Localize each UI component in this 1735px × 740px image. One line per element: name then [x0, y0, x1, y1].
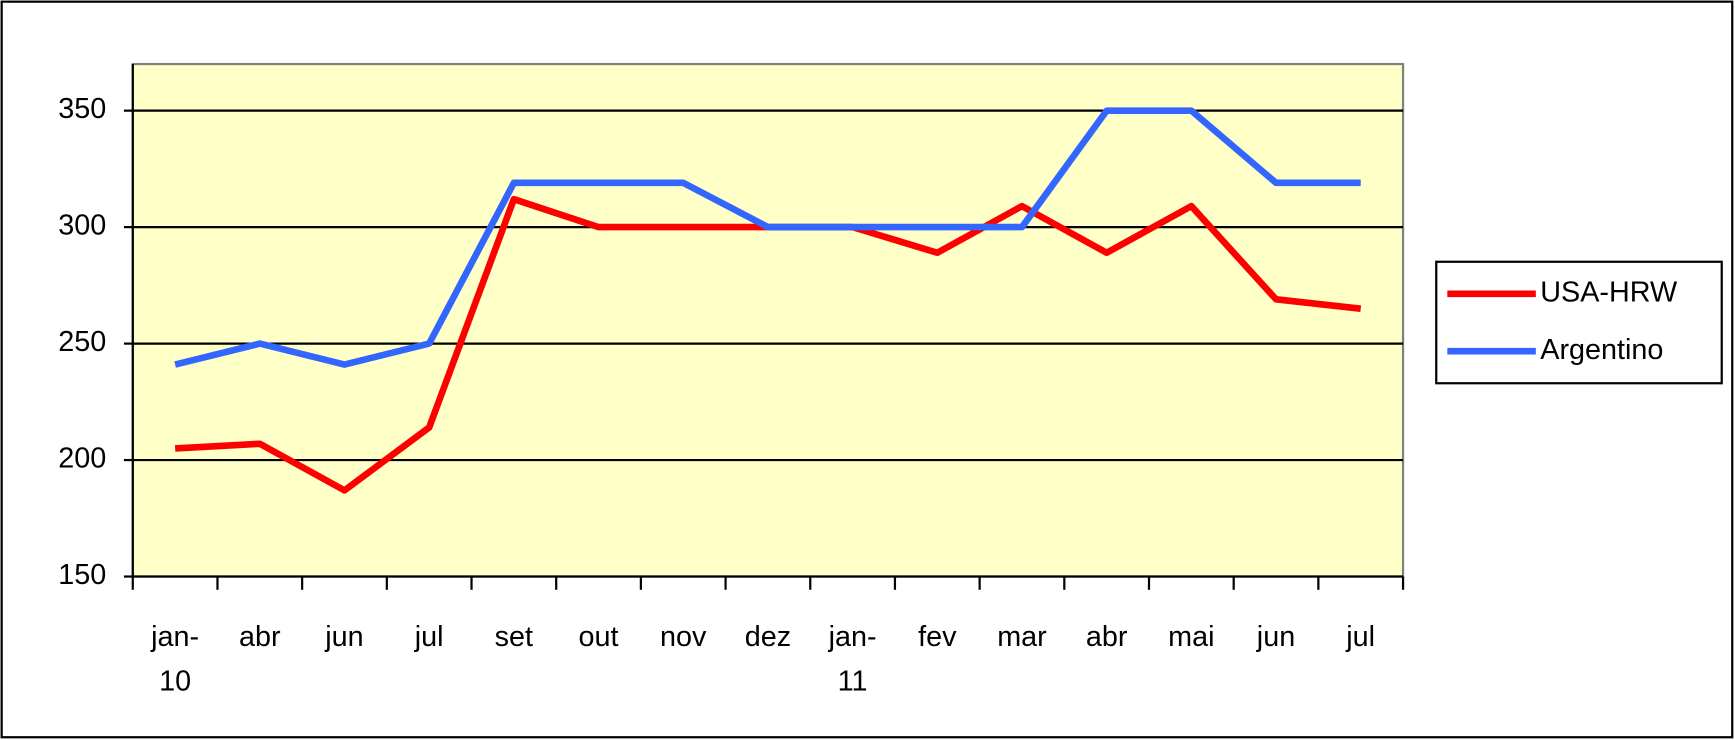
x-tick-label: out	[578, 619, 619, 653]
x-tick-label: set	[494, 619, 534, 653]
x-tick-label: jun	[1256, 619, 1296, 653]
legend-label: USA-HRW	[1540, 276, 1678, 308]
x-tick-label: abr	[239, 619, 281, 653]
x-tick-label: jul	[1346, 619, 1376, 653]
y-tick-label: 350	[58, 93, 106, 125]
y-tick-label: 200	[58, 443, 106, 475]
x-tick-label: jul	[414, 619, 444, 653]
y-tick-label: 150	[58, 559, 106, 591]
x-tick-label: nov	[660, 619, 707, 653]
legend-box	[1435, 260, 1723, 385]
x-tick-label: jan- 10	[151, 619, 200, 697]
x-tick-label: dez	[744, 619, 792, 653]
data-line	[174, 107, 1361, 368]
legend-label: Argentino	[1540, 334, 1663, 366]
x-tick-label: fev	[918, 619, 957, 653]
y-tick-label: 300	[58, 210, 106, 242]
x-tick-label: mai	[1168, 619, 1215, 653]
plot-area	[131, 62, 1405, 578]
x-tick-label: abr	[1085, 619, 1128, 653]
x-tick-label: mar	[997, 619, 1047, 653]
x-tick-label: jun	[325, 619, 364, 653]
x-tick-label: jan- 11	[828, 619, 877, 697]
y-tick-label: 250	[58, 326, 106, 358]
